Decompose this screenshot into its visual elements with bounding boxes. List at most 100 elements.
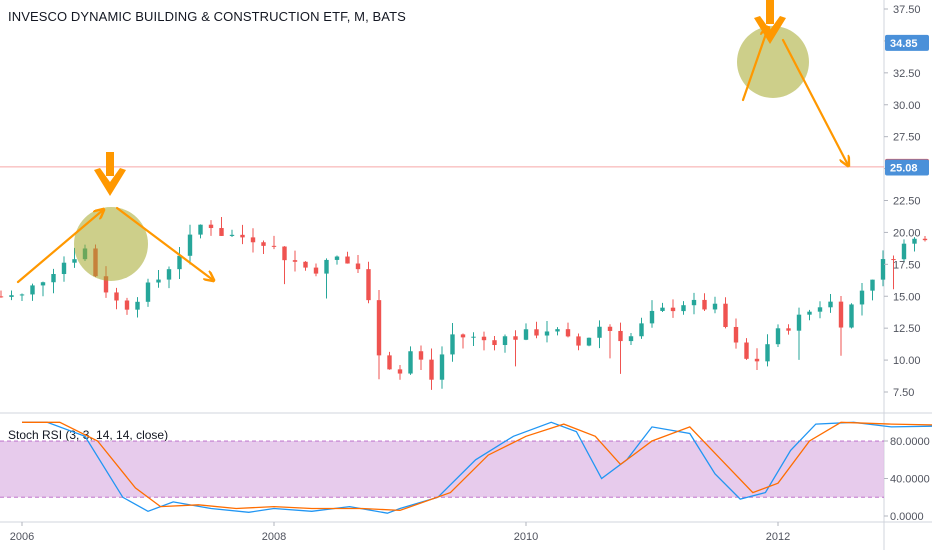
candle xyxy=(786,324,791,335)
arrow-down-2008 xyxy=(115,206,213,280)
down-arrow-marker-2007 xyxy=(94,152,126,196)
candle xyxy=(397,365,403,380)
arrow-up-2017 xyxy=(741,28,768,102)
candle xyxy=(72,247,77,268)
stoch-tick-label: 0.0000 xyxy=(890,511,924,523)
candle xyxy=(429,348,434,390)
candle xyxy=(733,318,739,349)
candle xyxy=(775,324,781,348)
candle xyxy=(19,293,25,301)
price-badge: 25.08 xyxy=(885,159,929,176)
candle xyxy=(891,255,896,290)
candle xyxy=(922,235,928,242)
candle xyxy=(807,309,812,321)
candle xyxy=(859,282,865,316)
candle xyxy=(565,322,571,338)
candle xyxy=(534,321,539,339)
price-tick-label: 7.50 xyxy=(893,387,914,399)
candle xyxy=(229,229,235,237)
candle xyxy=(282,246,287,285)
candle xyxy=(418,345,424,371)
candle xyxy=(628,333,634,346)
price-tick-label: 27.50 xyxy=(893,132,921,144)
candle xyxy=(135,297,140,318)
candle xyxy=(145,278,151,307)
candle xyxy=(40,281,46,297)
candle xyxy=(156,269,161,288)
candle xyxy=(555,327,560,336)
candle xyxy=(723,297,728,329)
candle xyxy=(345,251,350,264)
candle xyxy=(250,228,256,253)
candle xyxy=(513,330,518,367)
candle xyxy=(681,301,686,315)
candle xyxy=(639,317,644,339)
axes-layer: 37.5035.0032.5030.0027.5025.0022.5020.00… xyxy=(10,4,930,543)
price-tick-label: 32.50 xyxy=(893,68,921,80)
arrow-up-2007 xyxy=(16,210,103,284)
candle xyxy=(408,346,413,375)
candle xyxy=(114,287,119,310)
candle xyxy=(544,321,550,343)
highlight-circle-2007 xyxy=(74,207,148,281)
candle xyxy=(387,351,392,370)
candle xyxy=(208,220,214,236)
price-tick-label: 37.50 xyxy=(893,4,921,16)
candle xyxy=(712,296,718,314)
candle xyxy=(523,323,529,341)
candle xyxy=(660,302,665,312)
candle xyxy=(313,263,319,277)
candle xyxy=(817,301,823,319)
candle xyxy=(607,324,613,359)
candle xyxy=(303,261,308,271)
candle xyxy=(124,297,130,315)
candle xyxy=(796,307,802,360)
stoch-band xyxy=(0,441,884,498)
price-tick-label: 17.50 xyxy=(893,259,921,271)
stoch-series-k xyxy=(22,421,932,514)
candle xyxy=(177,246,182,280)
candle xyxy=(198,224,203,239)
candle xyxy=(324,258,329,299)
candle xyxy=(828,294,833,313)
svg-text:25.08: 25.08 xyxy=(890,163,918,175)
candle xyxy=(0,290,4,298)
price-tick-label: 10.00 xyxy=(893,355,921,367)
stoch-tick-label: 40.0000 xyxy=(890,474,930,486)
candle xyxy=(754,348,760,371)
candle xyxy=(166,266,172,289)
candle xyxy=(240,224,245,245)
candle xyxy=(765,334,770,367)
arrow-down-2018 xyxy=(781,38,848,165)
candle xyxy=(502,334,508,353)
candle xyxy=(355,255,361,274)
candle xyxy=(576,333,581,351)
candle xyxy=(376,290,382,380)
candle xyxy=(271,235,277,250)
candle xyxy=(51,268,56,294)
candle xyxy=(691,292,697,315)
candle xyxy=(492,335,497,351)
time-tick-label: 2010 xyxy=(514,531,538,543)
candle xyxy=(849,303,854,329)
time-tick-label: 2012 xyxy=(766,531,790,543)
candle xyxy=(586,337,592,347)
candle xyxy=(481,331,487,351)
stoch-tick-label: 80.0000 xyxy=(890,436,930,448)
stoch-band-layer xyxy=(0,440,884,498)
candle xyxy=(460,333,466,349)
stoch-lines-layer xyxy=(22,421,932,514)
price-tick-label: 22.50 xyxy=(893,196,921,208)
highlight-circle-2018 xyxy=(737,26,809,98)
price-tick-label: 12.50 xyxy=(893,323,921,335)
price-tick-label: 15.00 xyxy=(893,291,921,303)
stoch-series-d xyxy=(22,421,932,512)
candle xyxy=(597,320,602,349)
candle xyxy=(912,237,917,252)
chart-title: INVESCO DYNAMIC BUILDING & CONSTRUCTION … xyxy=(8,9,406,24)
candle xyxy=(292,250,298,272)
candle xyxy=(219,217,224,237)
candle xyxy=(439,346,445,389)
candle xyxy=(61,256,67,282)
